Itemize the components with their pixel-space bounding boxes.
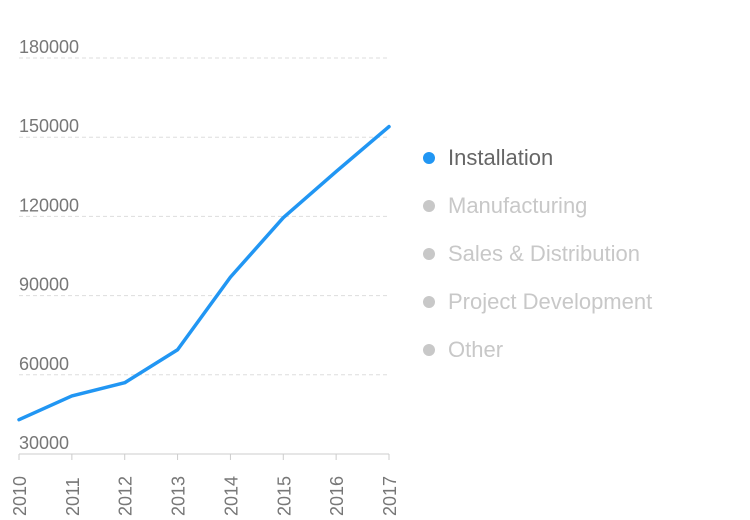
series-lines xyxy=(17,124,391,422)
x-tick-label: 2015 xyxy=(274,476,294,516)
y-axis-tick-labels: 30000 60000 90000 120000 150000 180000 xyxy=(19,37,79,453)
legend-item-other[interactable]: Other xyxy=(420,326,652,374)
legend-item-installation[interactable]: Installation xyxy=(420,134,652,182)
legend-marker-icon xyxy=(423,344,435,356)
y-tick-label: 90000 xyxy=(19,275,69,295)
series-line-installation xyxy=(17,124,391,422)
legend: Installation Manufacturing Sales & Distrib… xyxy=(420,134,652,374)
y-tick-label: 120000 xyxy=(19,195,79,215)
legend-marker-icon xyxy=(423,248,435,260)
legend-label: Installation xyxy=(448,145,554,170)
legend-item-sales-distribution[interactable]: Sales & Distribution xyxy=(420,230,652,278)
x-tick-label: 2011 xyxy=(63,477,83,516)
x-tick-label: 2014 xyxy=(221,476,241,516)
grid-lines xyxy=(19,57,389,376)
x-tick-label: 2010 xyxy=(10,476,30,516)
y-tick-label: 180000 xyxy=(19,37,79,57)
x-axis xyxy=(18,453,390,460)
x-axis-tick-labels: 2010 2011 2012 2013 2014 2015 2016 2017 xyxy=(10,476,400,516)
legend-item-manufacturing[interactable]: Manufacturing xyxy=(420,182,652,230)
legend-label: Other xyxy=(448,337,504,362)
legend-label: Sales & Distribution xyxy=(448,241,640,266)
legend-label: Project Development xyxy=(448,289,653,314)
legend-marker-icon xyxy=(423,296,435,308)
x-tick-label: 2012 xyxy=(116,476,136,516)
legend-label: Manufacturing xyxy=(448,193,588,218)
legend-marker-icon xyxy=(423,152,435,164)
y-tick-label: 150000 xyxy=(19,116,79,136)
x-tick-label: 2016 xyxy=(327,476,347,516)
x-tick-label: 2013 xyxy=(169,476,189,516)
x-tick-label: 2017 xyxy=(380,476,400,516)
legend-item-project-development[interactable]: Project Development xyxy=(420,278,652,326)
y-tick-label: 30000 xyxy=(19,433,69,453)
y-tick-label: 60000 xyxy=(19,354,69,374)
legend-marker-icon xyxy=(423,200,435,212)
